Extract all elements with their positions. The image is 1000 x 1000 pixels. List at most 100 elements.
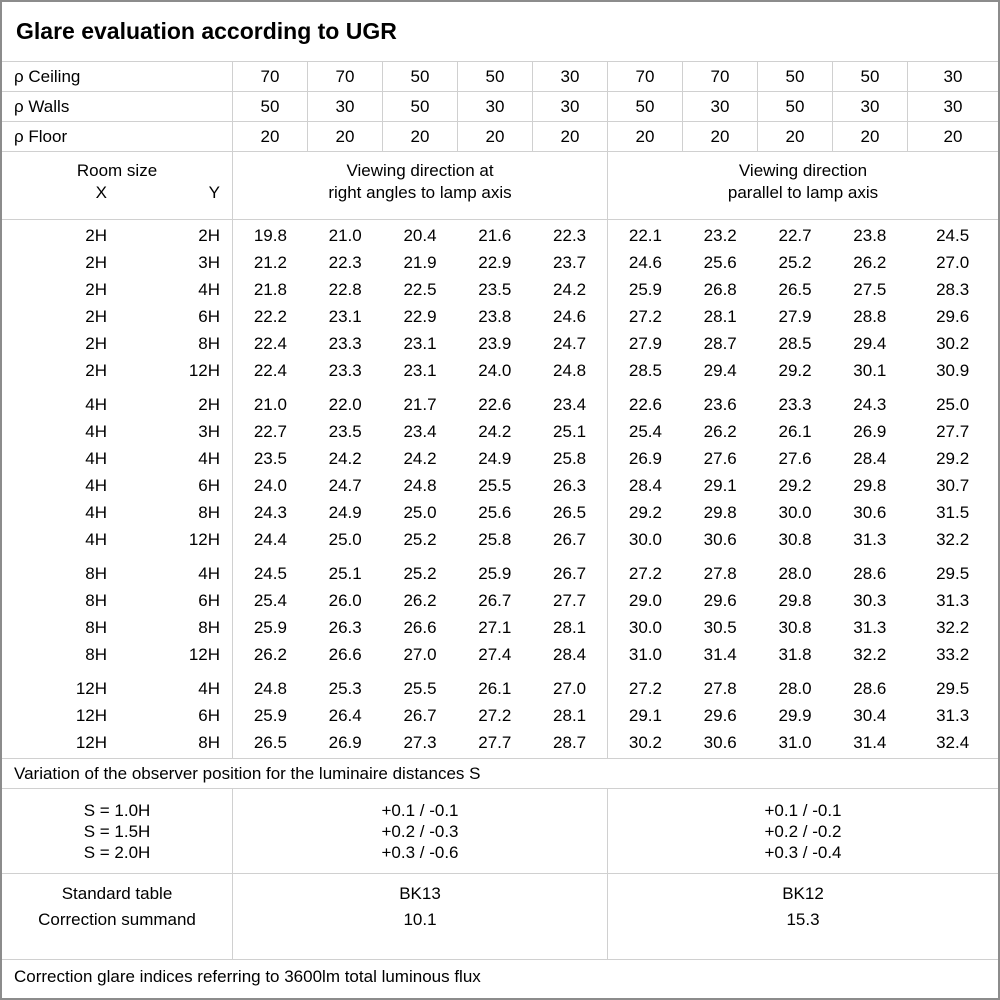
table-row: 4H 6H bbox=[2, 472, 232, 499]
ugr-value: 24.7 bbox=[328, 475, 362, 495]
ugr-value: 22.4 bbox=[253, 333, 287, 353]
ugr-value: 26.9 bbox=[628, 448, 662, 468]
ugr-value: 22.1 bbox=[628, 225, 662, 245]
ugr-value: 27.5 bbox=[853, 279, 887, 299]
right-angle-heading: Viewing direction at right angles to lam… bbox=[232, 152, 607, 219]
s-value: +0.1 / -0.1 bbox=[381, 800, 459, 820]
ugr-value: 27.0 bbox=[936, 252, 970, 272]
ugr-value: 22.9 bbox=[403, 306, 437, 326]
room-y: 8H bbox=[198, 617, 220, 637]
s-value: +0.2 / -0.2 bbox=[764, 821, 842, 841]
ugr-value: 29.4 bbox=[703, 360, 737, 380]
ugr-value: 21.8 bbox=[253, 279, 287, 299]
table-row: 2H 4H bbox=[2, 276, 232, 303]
ugr-value: 28.6 bbox=[853, 678, 887, 698]
ugr-value: 24.2 bbox=[478, 421, 512, 441]
ugr-value: 25.0 bbox=[936, 394, 970, 414]
table-row: 31.0 31.4 31.8 32.2 33.2 bbox=[608, 641, 998, 668]
reflectance-value: 50 bbox=[382, 62, 457, 91]
room-y: 6H bbox=[198, 306, 220, 326]
ugr-value: 28.4 bbox=[553, 644, 587, 664]
table-row: 30.2 30.6 31.0 31.4 32.4 bbox=[608, 729, 998, 756]
s-parallel-values: +0.1 / -0.1 +0.2 / -0.2 +0.3 / -0.4 bbox=[607, 789, 998, 873]
ugr-value: 23.1 bbox=[403, 333, 437, 353]
reflectance-label: ρ Floor bbox=[14, 126, 68, 146]
table-row: 2H 8H bbox=[2, 330, 232, 357]
reflectance-row: ρ Walls 50 30 50 30 30 50 30 50 30 30 bbox=[2, 92, 998, 122]
ugr-value: 22.3 bbox=[553, 225, 587, 245]
ugr-value: 30.6 bbox=[703, 529, 737, 549]
y-header: Y bbox=[208, 182, 220, 202]
correction-summand-value: 15.3 bbox=[786, 910, 820, 929]
ugr-value: 27.1 bbox=[478, 617, 512, 637]
ugr-value: 27.0 bbox=[553, 678, 587, 698]
ugr-value: 26.8 bbox=[703, 279, 737, 299]
room-x: 2H bbox=[85, 279, 107, 299]
s-right-angle-values: +0.1 / -0.1 +0.2 / -0.3 +0.3 / -0.6 bbox=[232, 789, 607, 873]
room-y: 4H bbox=[198, 279, 220, 299]
ugr-value: 30.0 bbox=[628, 617, 662, 637]
reflectance-value: 20 bbox=[832, 122, 907, 151]
reflectance-value: 20 bbox=[307, 122, 382, 151]
ugr-value: 29.9 bbox=[778, 705, 812, 725]
ugr-value: 32.2 bbox=[936, 617, 970, 637]
table-row: 25.9 26.3 26.6 27.1 28.1 bbox=[233, 614, 607, 641]
ugr-value: 31.3 bbox=[936, 705, 970, 725]
ugr-value: 24.9 bbox=[328, 502, 362, 522]
room-x: 4H bbox=[85, 502, 107, 522]
ugr-value: 26.2 bbox=[703, 421, 737, 441]
ugr-value: 22.9 bbox=[478, 252, 512, 272]
table-row: 29.0 29.6 29.8 30.3 31.3 bbox=[608, 587, 998, 614]
ugr-value: 27.2 bbox=[628, 563, 662, 583]
reflectance-value: 20 bbox=[532, 122, 607, 151]
ugr-value: 28.7 bbox=[553, 732, 587, 752]
ugr-value: 28.1 bbox=[553, 705, 587, 725]
ugr-value: 27.8 bbox=[703, 563, 737, 583]
ugr-value: 22.8 bbox=[328, 279, 362, 299]
table-row: 4H 4H bbox=[2, 445, 232, 472]
ugr-value: 24.0 bbox=[478, 360, 512, 380]
ugr-value: 29.5 bbox=[936, 678, 970, 698]
table-row: 27.2 28.1 27.9 28.8 29.6 bbox=[608, 303, 998, 330]
reflectance-value: 30 bbox=[907, 92, 998, 121]
reflectance-value: 70 bbox=[682, 62, 757, 91]
reflectance-value: 30 bbox=[532, 92, 607, 121]
ugr-value: 26.2 bbox=[403, 590, 437, 610]
ugr-value: 23.2 bbox=[703, 225, 737, 245]
correction-summand-value: 10.1 bbox=[403, 910, 437, 929]
summary-parallel-values: BK12 15.3 bbox=[607, 874, 998, 959]
room-x: 4H bbox=[85, 394, 107, 414]
table-row: 26.5 26.9 27.3 27.7 28.7 bbox=[233, 729, 607, 756]
ugr-value: 25.9 bbox=[253, 617, 287, 637]
group-gap bbox=[608, 668, 998, 675]
ugr-value: 27.6 bbox=[778, 448, 812, 468]
room-x: 8H bbox=[85, 590, 107, 610]
ugr-value: 24.4 bbox=[253, 529, 287, 549]
reflectance-row: ρ Ceiling 70 70 50 50 30 70 70 50 50 30 bbox=[2, 62, 998, 92]
ugr-value: 22.2 bbox=[253, 306, 287, 326]
table-row: 8H 12H bbox=[2, 641, 232, 668]
ugr-value: 25.4 bbox=[253, 590, 287, 610]
room-y: 6H bbox=[198, 590, 220, 610]
table-row: 19.8 21.0 20.4 21.6 22.3 bbox=[233, 222, 607, 249]
ugr-value: 23.5 bbox=[328, 421, 362, 441]
right-angle-column: 19.8 21.0 20.4 21.6 22.3 21.2 22.3 21.9 22.9 23.7… bbox=[232, 220, 607, 758]
ugr-value: 27.2 bbox=[628, 306, 662, 326]
room-y: 2H bbox=[198, 225, 220, 245]
reflectance-value: 50 bbox=[607, 92, 682, 121]
ugr-value: 25.9 bbox=[628, 279, 662, 299]
reflectance-value: 30 bbox=[307, 92, 382, 121]
ugr-value: 28.0 bbox=[778, 678, 812, 698]
table-header-row: Room size X Y Viewing direction at right… bbox=[2, 152, 998, 220]
ugr-value: 30.5 bbox=[703, 617, 737, 637]
table-row: 28.4 29.1 29.2 29.8 30.7 bbox=[608, 472, 998, 499]
ugr-value: 25.2 bbox=[778, 252, 812, 272]
ugr-table-body: 2H 2H 2H 3H 2H 4H 2H 6H 2H 8H 2H 12H 4H 2H 4H 3H 4H 4H 4H 6… bbox=[2, 220, 998, 759]
ugr-value: 30.6 bbox=[853, 502, 887, 522]
ugr-value: 30.8 bbox=[778, 617, 812, 637]
ugr-value: 31.8 bbox=[778, 644, 812, 664]
table-row: 23.5 24.2 24.2 24.9 25.8 bbox=[233, 445, 607, 472]
room-y: 12H bbox=[188, 529, 220, 549]
s-label: S = 1.0H bbox=[83, 800, 151, 820]
reflectance-row: ρ Floor 20 20 20 20 20 20 20 20 20 20 bbox=[2, 122, 998, 152]
